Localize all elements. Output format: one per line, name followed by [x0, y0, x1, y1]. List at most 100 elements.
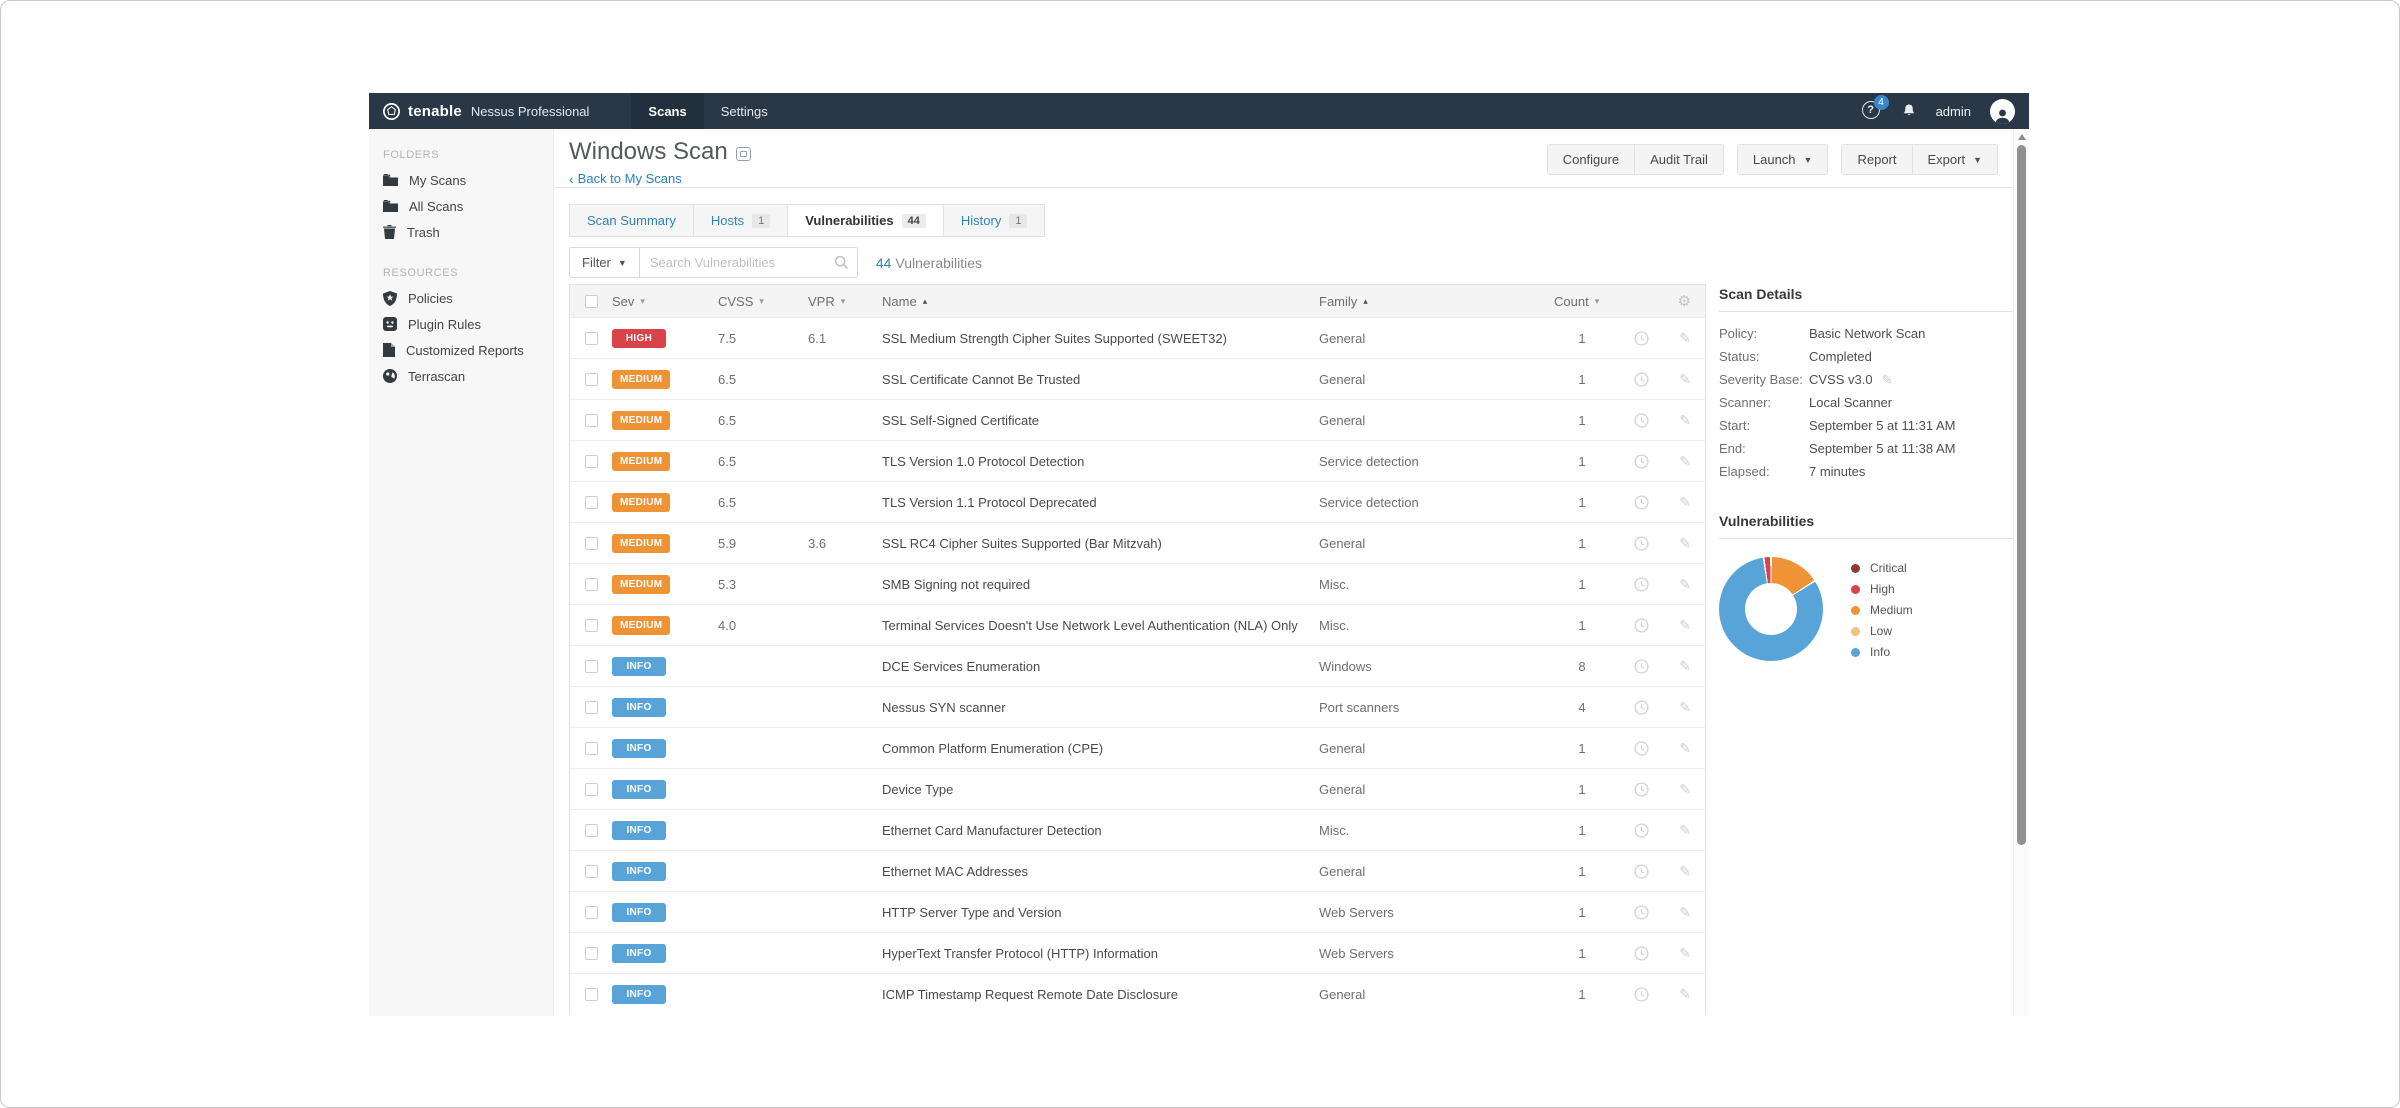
row-checkbox[interactable]	[584, 577, 598, 591]
edit-pencil-icon[interactable]: ✎	[1679, 985, 1691, 1002]
snooze-clock-icon[interactable]	[1634, 986, 1649, 1002]
vulnerability-row[interactable]: MEDIUM 6.5 SSL Certificate Cannot Be Tru…	[570, 358, 1705, 399]
launch-button[interactable]: Launch ▼	[1736, 144, 1829, 175]
snooze-clock-icon[interactable]	[1634, 863, 1649, 879]
edit-pencil-icon[interactable]: ✎	[1679, 329, 1691, 346]
back-to-my-scans-link[interactable]: ‹ Back to My Scans	[569, 171, 682, 186]
bell-icon[interactable]	[1901, 103, 1917, 119]
vulnerability-row[interactable]: INFO HyperText Transfer Protocol (HTTP) …	[570, 932, 1705, 973]
vulnerability-row[interactable]: MEDIUM 4.0 Terminal Services Doesn't Use…	[570, 604, 1705, 645]
export-button[interactable]: Export ▼	[1912, 144, 1998, 175]
search-input[interactable]	[639, 247, 858, 278]
nav-item-scans[interactable]: Scans	[631, 93, 704, 129]
row-checkbox[interactable]	[584, 987, 598, 1001]
vulnerability-row[interactable]: MEDIUM 5.9 3.6 SSL RC4 Cipher Suites Sup…	[570, 522, 1705, 563]
scrollbar-thumb[interactable]	[2017, 145, 2026, 845]
row-checkbox[interactable]	[584, 372, 598, 386]
help-button[interactable]: ? 4	[1861, 95, 1889, 121]
user-name[interactable]: admin	[1935, 103, 1971, 119]
edit-pencil-icon[interactable]: ✎	[1679, 821, 1691, 838]
sidebar-item-policies[interactable]: Policies	[369, 285, 553, 311]
tab-vulnerabilities[interactable]: Vulnerabilities 44	[788, 204, 944, 237]
column-header-family[interactable]: Family ▴	[1319, 294, 1554, 309]
table-settings-gear-icon[interactable]: ⚙	[1677, 293, 1691, 310]
edit-pencil-icon[interactable]: ✎	[1679, 411, 1691, 428]
edit-pencil-icon[interactable]: ✎	[1881, 372, 1893, 387]
edit-pencil-icon[interactable]: ✎	[1679, 780, 1691, 797]
sidebar-item-my-scans[interactable]: My Scans	[369, 167, 553, 193]
vulnerability-row[interactable]: INFO Device Type General 1 ✎	[570, 768, 1705, 809]
row-checkbox[interactable]	[584, 905, 598, 919]
edit-pencil-icon[interactable]: ✎	[1679, 452, 1691, 469]
snooze-clock-icon[interactable]	[1634, 822, 1649, 838]
edit-pencil-icon[interactable]: ✎	[1679, 616, 1691, 633]
select-all-checkbox[interactable]	[584, 294, 598, 308]
edit-pencil-icon[interactable]: ✎	[1679, 534, 1691, 551]
tab-hosts[interactable]: Hosts 1	[693, 204, 789, 237]
edit-pencil-icon[interactable]: ✎	[1679, 903, 1691, 920]
edit-pencil-icon[interactable]: ✎	[1679, 370, 1691, 387]
snooze-clock-icon[interactable]	[1634, 617, 1649, 633]
vulnerability-row[interactable]: MEDIUM 6.5 TLS Version 1.1 Protocol Depr…	[570, 481, 1705, 522]
snooze-clock-icon[interactable]	[1634, 453, 1649, 469]
user-avatar[interactable]	[1990, 98, 2015, 124]
column-header-cvss[interactable]: CVSS ▾	[718, 294, 808, 309]
row-checkbox[interactable]	[584, 413, 598, 427]
column-header-name[interactable]: Name ▴	[882, 294, 1319, 309]
vulnerability-row[interactable]: MEDIUM 6.5 TLS Version 1.0 Protocol Dete…	[570, 440, 1705, 481]
sidebar-item-customized-reports[interactable]: Customized Reports	[369, 337, 553, 363]
nav-item-settings[interactable]: Settings	[720, 103, 768, 119]
row-checkbox[interactable]	[584, 946, 598, 960]
snooze-clock-icon[interactable]	[1634, 699, 1649, 715]
column-header-count[interactable]: Count ▾	[1554, 294, 1610, 309]
row-checkbox[interactable]	[584, 454, 598, 468]
report-button[interactable]: Report	[1841, 144, 1913, 175]
brand[interactable]: tenable Nessus Professional	[369, 102, 589, 121]
row-checkbox[interactable]	[584, 700, 598, 714]
edit-pencil-icon[interactable]: ✎	[1679, 944, 1691, 961]
snooze-clock-icon[interactable]	[1634, 494, 1649, 510]
vulnerability-row[interactable]: HIGH 7.5 6.1 SSL Medium Strength Cipher …	[570, 317, 1705, 358]
vulnerability-row[interactable]: INFO Nessus SYN scanner Port scanners 4 …	[570, 686, 1705, 727]
row-checkbox[interactable]	[584, 659, 598, 673]
sidebar-item-terrascan[interactable]: Terrascan	[369, 363, 553, 389]
snooze-clock-icon[interactable]	[1634, 371, 1649, 387]
vulnerability-row[interactable]: MEDIUM 5.3 SMB Signing not required Misc…	[570, 563, 1705, 604]
sidebar-item-all-scans[interactable]: All Scans	[369, 193, 553, 219]
snooze-clock-icon[interactable]	[1634, 535, 1649, 551]
sidebar-item-trash[interactable]: Trash	[369, 219, 553, 245]
row-checkbox[interactable]	[584, 536, 598, 550]
snooze-clock-icon[interactable]	[1634, 330, 1649, 346]
vulnerability-row[interactable]: INFO ICMP Timestamp Request Remote Date …	[570, 973, 1705, 1014]
edit-pencil-icon[interactable]: ✎	[1679, 739, 1691, 756]
row-checkbox[interactable]	[584, 741, 598, 755]
snooze-clock-icon[interactable]	[1634, 576, 1649, 592]
vulnerability-row[interactable]: INFO Common Platform Enumeration (CPE) G…	[570, 727, 1705, 768]
vulnerability-row[interactable]: INFO DCE Services Enumeration Windows 8 …	[570, 645, 1705, 686]
configure-button[interactable]: Configure	[1546, 144, 1636, 175]
edit-pencil-icon[interactable]: ✎	[1679, 862, 1691, 879]
sidebar-item-plugin-rules[interactable]: Plugin Rules	[369, 311, 553, 337]
row-checkbox[interactable]	[584, 495, 598, 509]
vulnerability-row[interactable]: MEDIUM 6.5 SSL Self-Signed Certificate G…	[570, 399, 1705, 440]
vulnerability-row[interactable]: INFO HTTP Server Type and Version Web Se…	[570, 891, 1705, 932]
vulnerability-row[interactable]: INFO Ethernet MAC Addresses General 1 ✎	[570, 850, 1705, 891]
scroll-up-arrow-icon[interactable]	[2018, 134, 2026, 140]
edit-pencil-icon[interactable]: ✎	[1679, 698, 1691, 715]
filter-button[interactable]: Filter ▼	[569, 247, 640, 278]
snooze-clock-icon[interactable]	[1634, 945, 1649, 961]
edit-pencil-icon[interactable]: ✎	[1679, 493, 1691, 510]
row-checkbox[interactable]	[584, 331, 598, 345]
snooze-clock-icon[interactable]	[1634, 658, 1649, 674]
edit-pencil-icon[interactable]: ✎	[1679, 657, 1691, 674]
snooze-clock-icon[interactable]	[1634, 740, 1649, 756]
tab-scan-summary[interactable]: Scan Summary	[569, 204, 694, 237]
snooze-clock-icon[interactable]	[1634, 904, 1649, 920]
row-checkbox[interactable]	[584, 618, 598, 632]
audit-trail-button[interactable]: Audit Trail	[1635, 144, 1724, 175]
snooze-clock-icon[interactable]	[1634, 412, 1649, 428]
tab-history[interactable]: History 1	[943, 204, 1046, 237]
column-header-sev[interactable]: Sev ▾	[612, 294, 718, 309]
vertical-scrollbar[interactable]	[2013, 129, 2029, 1016]
column-header-vpr[interactable]: VPR ▾	[808, 294, 882, 309]
